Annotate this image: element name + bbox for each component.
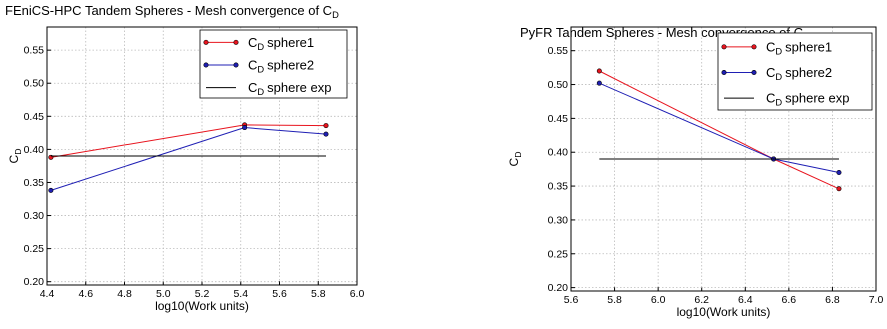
legend-entry-name: sphere exp (785, 91, 849, 106)
legend-entry-c: C (248, 58, 257, 73)
data-point-sphere2 (323, 131, 329, 137)
y-tick-label: 0.55 (24, 45, 45, 57)
x-tick-label: 7.0 (869, 294, 884, 306)
legend-entry-subscript: D (775, 98, 782, 108)
legend-entry: CD sphere2 (248, 58, 314, 75)
y-axis-label-text-subscript: D (13, 149, 23, 155)
y-tick-label: 0.45 (548, 113, 569, 125)
data-point-sphere2 (242, 125, 248, 131)
plot-frame (570, 26, 877, 292)
x-tick-label: 5.6 (564, 294, 579, 306)
legend-entry-c: C (248, 80, 257, 95)
legend-entry-c: C (766, 91, 775, 106)
legend-entry-subscript: D (775, 46, 782, 56)
x-tick-label: 6.0 (651, 294, 666, 306)
y-tick-label: 0.50 (548, 79, 569, 91)
data-point-sphere2 (48, 187, 54, 193)
chart-pyfr: PyFR Tandem Spheres - Mesh convergence o… (507, 25, 883, 319)
y-tick-label: 0.45 (24, 111, 45, 123)
x-tick-label: 4.8 (117, 288, 132, 300)
y-tick-label: 0.40 (24, 144, 45, 156)
y-axis-label: CD (507, 152, 523, 167)
chart-fenics-hpc: FEniCS-HPC Tandem Spheres - Mesh converg… (5, 3, 364, 313)
x-tick-label: 6.6 (782, 294, 797, 306)
data-point-sphere2 (836, 170, 842, 176)
legend-marker (203, 62, 209, 68)
legend-entry-name: sphere1 (785, 39, 832, 54)
y-axis-label-text: CD (507, 152, 523, 167)
y-axis-label-text-text: C (507, 157, 521, 166)
legend-marker (751, 44, 757, 50)
legend-marker (203, 39, 209, 45)
x-tick-label: 5.8 (311, 288, 326, 300)
y-tick-label: 0.35 (24, 177, 45, 189)
x-tick-label: 5.6 (272, 288, 287, 300)
legend-marker (721, 70, 727, 76)
x-tick-label: 6.4 (738, 294, 753, 306)
y-axis-label-text-subscript: D (513, 152, 523, 158)
y-tick-label: 0.30 (24, 210, 45, 222)
legend-entry-name: sphere exp (267, 80, 331, 95)
x-axis-label: log10(Work units) (155, 299, 249, 313)
x-tick-label: 6.0 (350, 288, 365, 300)
y-tick-label: 0.40 (548, 147, 569, 159)
x-tick-label: 4.6 (78, 288, 93, 300)
y-tick-label: 0.25 (548, 248, 569, 260)
y-tick-label: 0.30 (548, 214, 569, 226)
legend-entry-subscript: D (775, 72, 782, 82)
series-line-sphere1 (50, 124, 327, 158)
legend-marker (233, 39, 239, 45)
series-line-sphere2 (50, 127, 327, 191)
x-tick-label: 5.8 (607, 294, 622, 306)
legend-entry-c: C (766, 65, 775, 80)
x-tick-label: 6.2 (694, 294, 709, 306)
legend-entry-subscript: D (257, 87, 264, 97)
data-point-sphere1 (323, 123, 329, 129)
data-point-sphere1 (596, 68, 602, 74)
data-point-sphere2 (596, 80, 602, 86)
legend-entry: CD sphere1 (248, 35, 314, 52)
legend-entry-name: sphere2 (267, 58, 314, 73)
x-tick-label: 5.4 (233, 288, 248, 300)
chart-title-subscript: D (332, 10, 339, 20)
legend-entry: CD sphere1 (766, 39, 832, 56)
legend-marker (751, 70, 757, 76)
chart-title-text: FEniCS-HPC Tandem Spheres - Mesh converg… (5, 3, 332, 18)
data-point-sphere1 (836, 186, 842, 192)
chart-title: FEniCS-HPC Tandem Spheres - Mesh converg… (5, 3, 339, 20)
legend-entry-name: sphere2 (785, 65, 832, 80)
legend-marker (721, 44, 727, 50)
legend-entry-subscript: D (257, 42, 264, 52)
legend-entry: CD sphere exp (248, 80, 331, 97)
plot-frame (46, 26, 358, 286)
legend-entry-c: C (248, 35, 257, 50)
y-axis-label-text: CD (7, 149, 23, 164)
y-tick-label: 0.35 (548, 181, 569, 193)
y-axis-label-text-text: C (7, 154, 21, 163)
x-tick-label: 5.0 (156, 288, 171, 300)
y-tick-label: 0.20 (548, 282, 569, 294)
legend-entry: CD sphere2 (766, 65, 832, 82)
legend-marker (233, 62, 239, 68)
y-tick-label: 0.55 (548, 45, 569, 57)
x-axis-label: log10(Work units) (677, 305, 771, 319)
y-tick-label: 0.50 (24, 78, 45, 90)
legend-box (199, 29, 348, 99)
x-tick-label: 5.2 (195, 288, 210, 300)
x-tick-label: 4.4 (40, 288, 55, 300)
x-tick-label: 6.8 (825, 294, 840, 306)
legend-entry-subscript: D (257, 65, 264, 75)
legend-entry: CD sphere exp (766, 91, 849, 108)
legend-entry-c: C (766, 39, 775, 54)
y-axis-label: CD (7, 149, 23, 164)
legend-entry-name: sphere1 (267, 35, 314, 50)
legend-box (717, 32, 873, 111)
y-tick-label: 0.20 (24, 276, 45, 288)
y-tick-label: 0.25 (24, 243, 45, 255)
